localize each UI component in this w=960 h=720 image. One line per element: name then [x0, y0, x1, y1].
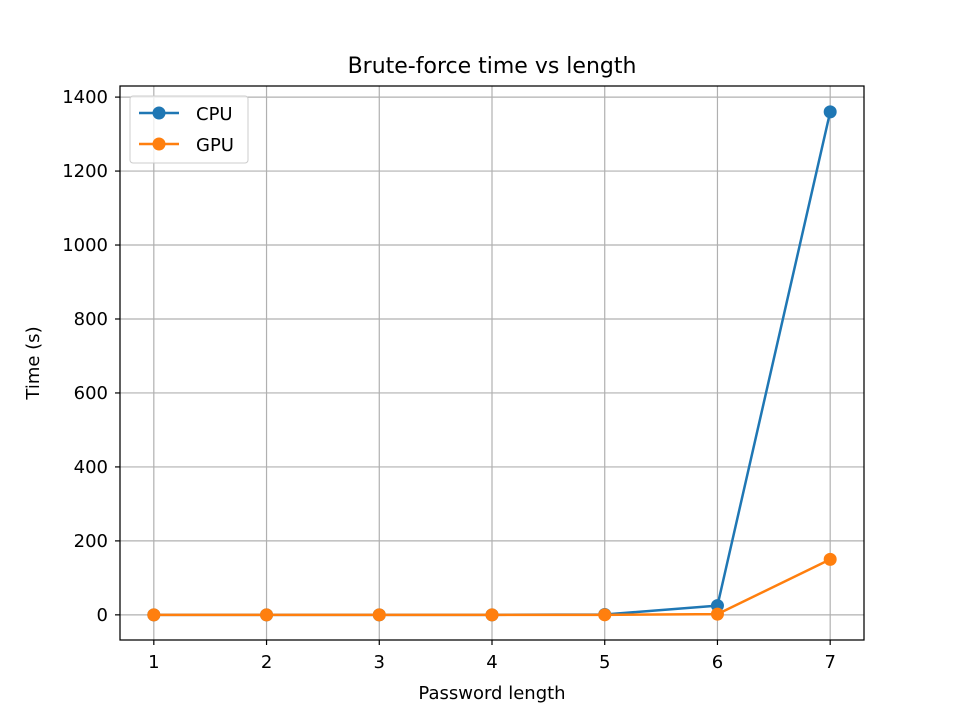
chart-title: Brute-force time vs length	[348, 54, 637, 79]
x-axis-ticks: 1 2 3 4 5 6 7	[148, 640, 836, 673]
data-point-gpu	[260, 608, 274, 622]
data-point-gpu	[485, 608, 499, 622]
legend-label-gpu: GPU	[196, 135, 234, 156]
x-tick-label: 7	[824, 652, 835, 673]
data-point-gpu	[147, 608, 161, 622]
legend-marker-gpu	[152, 137, 166, 151]
x-tick-label: 3	[374, 652, 385, 673]
y-tick-label: 1400	[62, 87, 108, 108]
y-tick-label: 400	[74, 457, 108, 478]
y-tick-label: 600	[74, 383, 108, 404]
y-tick-label: 800	[74, 309, 108, 330]
x-tick-label: 5	[599, 652, 610, 673]
legend-label-cpu: CPU	[196, 104, 233, 125]
x-axis-label: Password length	[418, 683, 565, 704]
data-point-gpu	[710, 607, 724, 621]
y-tick-label: 1200	[62, 161, 108, 182]
y-tick-label: 1000	[62, 235, 108, 256]
y-axis-ticks: 0 200 400 600 800 1000 1200 1400	[62, 87, 120, 626]
legend-marker-cpu	[152, 106, 166, 120]
data-point-gpu	[598, 608, 612, 622]
x-tick-label: 4	[486, 652, 497, 673]
series-layer	[147, 105, 837, 622]
x-tick-label: 1	[148, 652, 159, 673]
x-tick-label: 6	[712, 652, 723, 673]
legend: CPU GPU	[129, 95, 249, 164]
data-point-gpu	[823, 552, 837, 566]
data-point-gpu	[372, 608, 386, 622]
y-tick-label: 200	[74, 531, 108, 552]
data-point-cpu	[823, 105, 837, 119]
x-tick-label: 2	[261, 652, 272, 673]
y-axis-label: Time (s)	[23, 326, 44, 400]
y-tick-label: 0	[97, 605, 108, 626]
